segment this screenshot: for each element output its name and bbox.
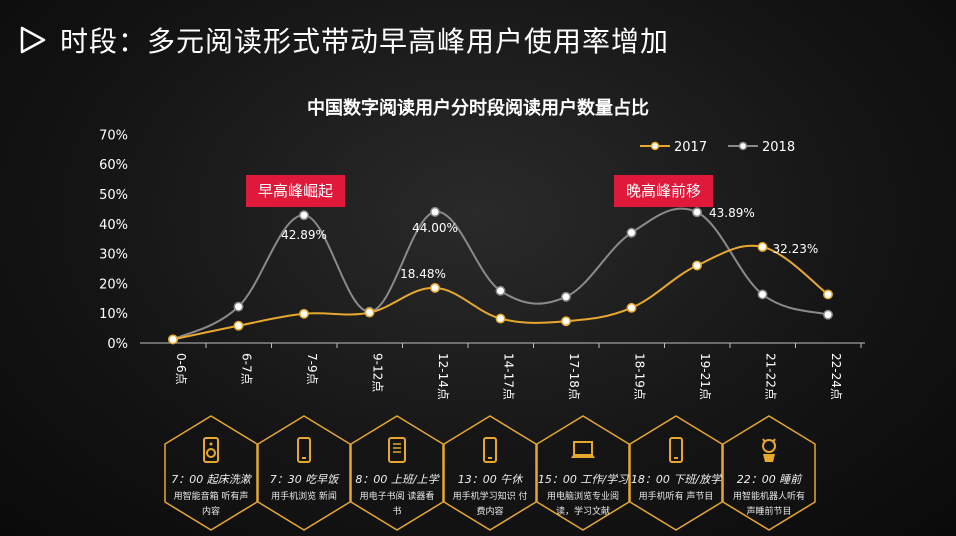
y-tick-label: 10% (99, 307, 128, 322)
timeline-hexagon: 22：00 睡前用智能机器人听有 声睡前节目 (721, 414, 817, 532)
hexagon-desc: 用手机浏览 新闻 (271, 492, 337, 502)
line-chart: 0% 10% 20% 30% 40% 50% 60% 70% 0-6点 6-7点 7-9点 9-12点… (99, 128, 865, 400)
phone-icon (297, 437, 311, 463)
timeline-hexagon: 8：00 上班/上学用电子书阅 读器看书 (349, 414, 445, 532)
data-point-2017 (757, 242, 768, 252)
y-tick-label: 20% (99, 277, 128, 292)
x-tick-label: 17-18点 (567, 353, 581, 400)
y-tick-label: 70% (99, 128, 128, 143)
data-point-2018 (299, 210, 309, 221)
data-point-2017 (168, 334, 178, 345)
data-point-2017 (692, 260, 702, 271)
x-tick-label: 6-7点 (240, 353, 254, 385)
data-point-2018 (626, 227, 637, 238)
data-point-2018 (233, 301, 244, 312)
data-point-2017 (233, 320, 244, 331)
y-tick-label: 60% (99, 158, 128, 173)
legend-marker-2017 (650, 141, 660, 151)
callout-evening: 晚高峰前移 (614, 175, 714, 207)
data-point-2018 (692, 207, 702, 218)
x-tick-label: 7-9点 (305, 353, 319, 385)
data-point-2017 (823, 289, 833, 300)
slide-title: 时段：多元阅读形式带动早高峰用户使用率增加 (18, 18, 669, 62)
data-point-2017 (626, 302, 637, 313)
data-point-2018 (561, 291, 571, 302)
timeline-hexagon: 15：00 工作/学习用电脑浏览专业阅 读，学习文献 (535, 414, 631, 532)
callout-morning: 早高峰崛起 (246, 175, 346, 207)
x-tick-label: 22-24点 (829, 353, 843, 400)
data-point-2018 (757, 289, 768, 300)
data-point-2018 (495, 285, 506, 296)
timeline-hexagon: 18：00 下班/放学 用手机听有 声节目 (628, 414, 724, 532)
data-point-2017 (430, 282, 440, 293)
speaker-icon (203, 437, 219, 463)
hexagon-outline (629, 415, 723, 531)
data-point-2018 (823, 309, 833, 320)
ereader-icon (388, 437, 406, 463)
timeline-hexagon: 13：00 午休用手机学习知识 付费内容 (442, 414, 538, 532)
data-label: 42.89% (281, 228, 327, 242)
x-tick-label: 18-19点 (633, 353, 647, 400)
x-tick-label: 19-21点 (698, 353, 712, 400)
data-point-2017 (495, 313, 506, 324)
hexagon-outline (257, 415, 351, 531)
legend-label-2017: 2017 (674, 140, 707, 155)
data-point-2017 (561, 316, 571, 327)
chart-title: 中国数字阅读用户分时段阅读用户数量占比 (307, 98, 649, 119)
hexagon-time: 8：00 上班/上学 (355, 473, 439, 486)
timeline-hexagon: 7：00 起床洗漱用智能音箱 听有声内容 (163, 414, 259, 532)
phone-icon (483, 437, 497, 463)
slide-title-text: 时段：多元阅读形式带动早高峰用户使用率增加 (60, 25, 670, 58)
y-tick-label: 40% (99, 218, 128, 233)
hexagon-desc: 用手机听有 声节目 (638, 492, 714, 502)
x-tick-label: 12-14点 (436, 353, 450, 400)
hexagon-outline (443, 415, 537, 531)
data-label: 18.48% (400, 267, 446, 281)
hexagon-outline (164, 415, 258, 531)
data-point-2018 (430, 206, 440, 217)
y-tick-label: 30% (99, 248, 128, 263)
y-tick-label: 50% (99, 188, 128, 203)
y-tick-label: 0% (107, 337, 128, 352)
legend-marker-2018 (738, 141, 748, 151)
hexagon-time: 7：00 起床洗漱 (171, 473, 251, 486)
x-tick-label: 14-17点 (502, 353, 516, 400)
hexagon-desc: 用智能机器人听有 声睡前节目 (732, 492, 805, 517)
data-label: 32.23% (773, 242, 819, 256)
x-tick-label: 9-12点 (371, 353, 385, 392)
laptop-icon (571, 441, 595, 458)
legend-label-2018: 2018 (762, 140, 795, 155)
data-label: 43.89% (709, 206, 755, 220)
timeline-hexagon: 7：30 吃早饭 用手机浏览 新闻 (256, 414, 352, 532)
timeline-hexagons: 7：00 起床洗漱 用智能音箱 听有声内容 7：30 吃早饭 用手机浏览 新闻 8：00… (0, 400, 956, 536)
hexagon-time: 7：30 吃早饭 (269, 473, 339, 486)
x-tick-label: 21-22点 (764, 353, 778, 400)
x-tick-label: 0-6点 (174, 353, 188, 385)
data-label: 44.00% (412, 221, 458, 235)
data-point-2017 (364, 307, 375, 318)
data-point-2017 (299, 308, 309, 319)
phone-icon (669, 437, 683, 463)
hexagon-desc: 用手机学习知识 付费内容 (452, 492, 528, 517)
robot-icon (762, 438, 776, 462)
hexagon-outline (536, 415, 630, 531)
hexagon-time: 13：00 午休 (457, 473, 523, 486)
hexagon-time: 18：00 下班/放学 (630, 473, 722, 486)
hexagon-outline (722, 415, 816, 531)
hexagon-time: 22：00 睡前 (736, 473, 802, 486)
hexagon-desc: 用电子书阅 读器看书 (359, 492, 435, 517)
hexagon-outline (350, 415, 444, 531)
play-arrow-icon (20, 26, 46, 54)
series-line-2018 (172, 207, 829, 341)
hexagon-desc: 用电脑浏览专业阅 读，学习文献 (546, 492, 619, 517)
hexagon-time: 15：00 工作/学习 (537, 473, 629, 486)
hexagon-desc: 用智能音箱 听有声内容 (173, 492, 249, 517)
